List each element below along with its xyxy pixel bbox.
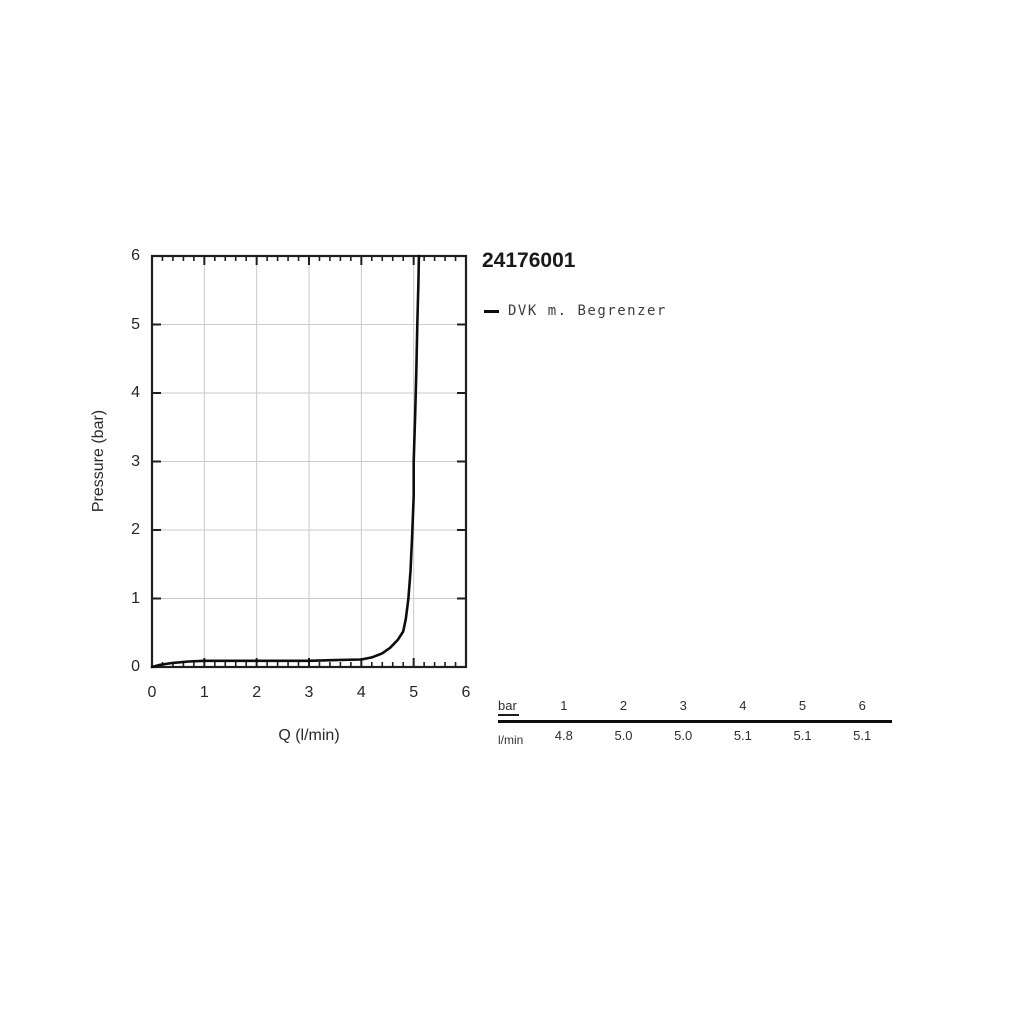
table-value-cell: 5.0 bbox=[674, 728, 693, 743]
table-unit-lmin: l/min bbox=[498, 733, 524, 747]
table-unit-bar: bar bbox=[498, 698, 519, 716]
table-header-cell: 6 bbox=[858, 698, 866, 713]
flow-rate-table: bar 1 2 3 4 5 6 l/min 4.8 5.0 5.0 5.1 5.1 5.1 bbox=[498, 698, 892, 747]
table-value-unit-cell: l/min bbox=[498, 728, 534, 747]
x-axis-title: Q (l/min) bbox=[278, 727, 340, 744]
table-header-cell: 5 bbox=[798, 698, 807, 713]
plot-frame bbox=[150, 254, 468, 669]
table-header-cell: 3 bbox=[679, 698, 687, 713]
x-tick-label: 4 bbox=[356, 684, 366, 701]
x-tick-label: 2 bbox=[252, 684, 262, 701]
table-header-cell: 4 bbox=[739, 698, 747, 713]
x-tick-label: 5 bbox=[409, 684, 419, 701]
table-header-unit-cell: bar bbox=[498, 698, 534, 716]
table-header-cell: 2 bbox=[619, 698, 628, 713]
y-tick-label: 1 bbox=[131, 589, 140, 607]
table-header-cell: 1 bbox=[560, 698, 568, 713]
legend-line-swatch bbox=[484, 309, 499, 313]
table-value-cell: 4.8 bbox=[554, 728, 573, 743]
x-tick-label: 1 bbox=[199, 684, 209, 701]
y-tick-label: 3 bbox=[131, 452, 140, 470]
table-value-cell: 5.1 bbox=[793, 728, 812, 743]
x-tick-label: 3 bbox=[304, 684, 314, 701]
series-curve bbox=[150, 254, 421, 669]
x-tick-label: 6 bbox=[461, 684, 471, 701]
table-header-row: bar 1 2 3 4 5 6 bbox=[498, 698, 892, 716]
y-tick-label: 0 bbox=[131, 658, 140, 675]
table-value-row: l/min 4.8 5.0 5.0 5.1 5.1 5.1 bbox=[498, 728, 892, 747]
y-tick-label: 4 bbox=[131, 384, 140, 401]
chart-legend: DVK m. Begrenzer bbox=[484, 303, 667, 319]
y-tick-label: 5 bbox=[131, 315, 140, 333]
chart-title: 24176001 bbox=[482, 249, 576, 272]
table-value-cell: 5.1 bbox=[853, 728, 872, 743]
x-tick-label: 0 bbox=[147, 684, 157, 701]
legend-label: DVK m. Begrenzer bbox=[508, 303, 667, 319]
y-tick-label: 2 bbox=[131, 521, 140, 538]
table-value-cell: 5.0 bbox=[614, 728, 633, 743]
y-tick-label: 6 bbox=[131, 247, 140, 264]
table-divider-rule bbox=[498, 720, 892, 723]
table-value-cell: 5.1 bbox=[733, 728, 752, 743]
